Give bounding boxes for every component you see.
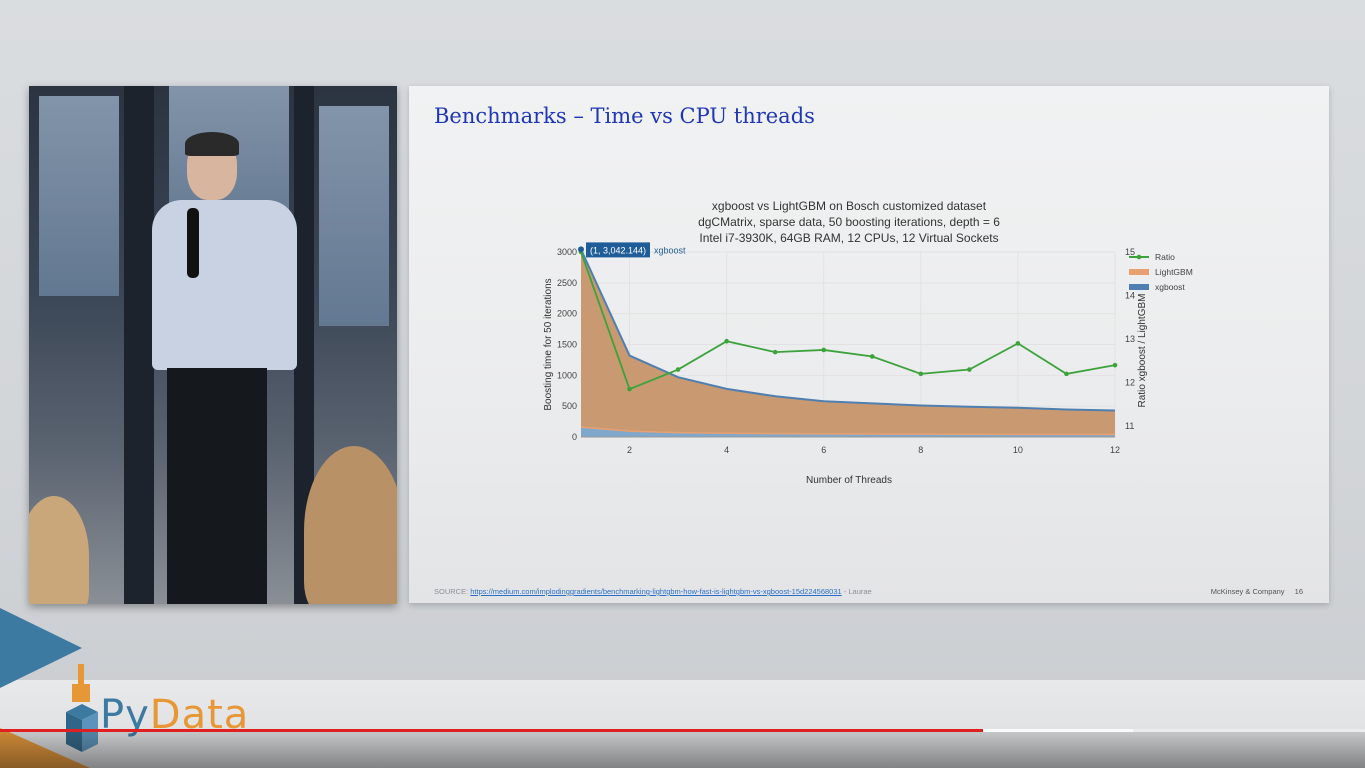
source-author: - Laurae (841, 587, 872, 596)
ratio-line (580, 251, 1116, 391)
banner-triangle-blue (0, 608, 82, 688)
y2-tick-label: 11 (1125, 421, 1134, 431)
speaker (147, 132, 327, 604)
hover-tooltip-series: xgboost (654, 245, 686, 255)
y2-tick-label: 14 (1125, 291, 1135, 301)
y-tick-label: 500 (562, 401, 577, 411)
speaker-video (29, 86, 397, 604)
background-pillar (124, 86, 154, 604)
hover-tooltip-box (586, 242, 650, 258)
legend-marker (1136, 254, 1142, 260)
ratio-point (918, 371, 924, 377)
y-tick-label: 0 (572, 432, 577, 442)
background-pillar (294, 86, 314, 604)
y2-axis-label: Ratio xgboost / LightGBM (1137, 294, 1148, 408)
page-number: 16 (1294, 587, 1303, 596)
xgboost-area (581, 249, 1115, 437)
y2-tick-label: 13 (1125, 334, 1135, 344)
y2-tick-label: 12 (1125, 378, 1135, 388)
ratio-point (967, 367, 972, 372)
hover-tooltip-value: (1, 3,042.144) (590, 245, 646, 255)
lightgbm-line (580, 426, 1116, 436)
video-progress-bar[interactable] (0, 729, 1365, 732)
ratio-point (627, 386, 632, 392)
ratio-point (675, 367, 681, 372)
source-link[interactable]: https://medium.com/implodinggradients/be… (470, 587, 842, 596)
audience-member (304, 446, 397, 604)
chart-title-line: xgboost vs LightGBM on Bosch customized … (712, 199, 987, 213)
microphone (187, 208, 199, 278)
source-line: SOURCE: https://medium.com/implodinggrad… (434, 587, 872, 596)
presentation-slide: Benchmarks – Time vs CPU threads xgboost… (409, 86, 1329, 603)
x-axis-label: Number of Threads (806, 475, 892, 486)
legend-swatch (1129, 284, 1149, 290)
ratio-point (821, 347, 827, 353)
legend-swatch (1129, 269, 1149, 275)
pydata-tower-icon (66, 664, 98, 752)
progress-played (0, 729, 983, 732)
benchmark-chart: xgboost vs LightGBM on Bosch customized … (543, 199, 1193, 486)
conference-banner (0, 680, 1365, 768)
slide-title: Benchmarks – Time vs CPU threads (434, 104, 815, 128)
ratio-point (772, 349, 778, 355)
player-controls-shade (0, 732, 1365, 768)
y-tick-label: 1500 (557, 340, 577, 350)
legend-label: LightGBM (1155, 267, 1193, 277)
background-window (319, 106, 389, 326)
y-tick-label: 2500 (557, 278, 577, 288)
audience-member (29, 496, 89, 604)
ratio-point (1112, 362, 1118, 368)
ratio-point (1064, 371, 1069, 377)
chart-title-line: Intel i7-3930K, 64GB RAM, 12 CPUs, 12 Vi… (699, 231, 998, 245)
legend-label: Ratio (1155, 252, 1175, 262)
slide-footer: McKinsey & Company 16 (1203, 587, 1303, 596)
background-window (39, 96, 119, 296)
x-tick-label: 12 (1110, 445, 1120, 455)
y-tick-label: 2000 (557, 309, 577, 319)
x-tick-label: 4 (724, 445, 729, 455)
source-label: SOURCE: (434, 587, 469, 596)
y-tick-label: 3000 (557, 247, 577, 257)
x-tick-label: 6 (821, 445, 826, 455)
y2-tick-label: 15 (1125, 247, 1135, 257)
x-tick-label: 2 (627, 445, 632, 455)
ratio-point (724, 338, 729, 344)
company-name: McKinsey & Company (1210, 587, 1285, 596)
legend-label: xgboost (1155, 282, 1185, 292)
y-tick-label: 1000 (557, 370, 577, 380)
y-axis-label: Boosting time for 50 iterations (543, 278, 554, 410)
ratio-point (1015, 341, 1021, 346)
x-tick-label: 8 (918, 445, 923, 455)
chart-title-line: dgCMatrix, sparse data, 50 boosting iter… (698, 215, 1000, 229)
ratio-point (869, 354, 875, 359)
hover-point (578, 246, 584, 253)
x-tick-label: 10 (1013, 445, 1023, 455)
